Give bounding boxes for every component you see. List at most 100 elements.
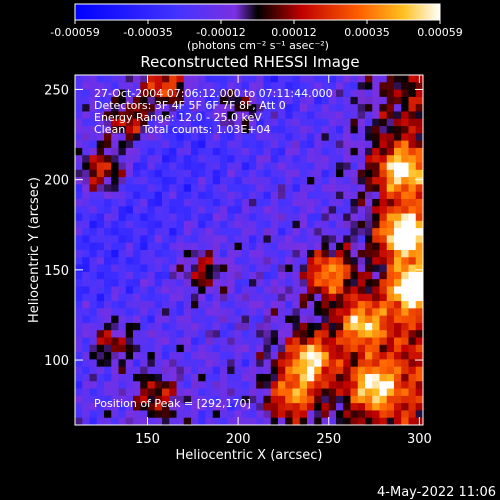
heatmap-cell: [241, 250, 250, 258]
heatmap-cell: [278, 264, 286, 273]
heatmap-cell: [89, 111, 98, 120]
heatmap-cell: [227, 395, 236, 404]
heatmap-cell: [401, 96, 410, 105]
heatmap-cell: [111, 220, 120, 229]
heatmap-cell: [154, 126, 163, 134]
heatmap-cell: [408, 293, 417, 302]
heatmap-cell: [82, 373, 91, 382]
heatmap-cell: [278, 388, 286, 397]
heatmap-cell: [154, 286, 163, 295]
x-tick-label: 300: [407, 432, 432, 447]
heatmap-cell: [212, 286, 221, 295]
heatmap-cell: [125, 177, 134, 185]
heatmap-cell: [241, 169, 250, 178]
heatmap-cell: [82, 337, 91, 346]
heatmap-cell: [321, 381, 330, 390]
heatmap-cell: [191, 75, 199, 83]
heatmap-cell: [256, 184, 265, 193]
heatmap-cell: [176, 308, 185, 317]
heatmap-cell: [278, 155, 286, 164]
heatmap-cell: [256, 220, 265, 229]
heatmap-cell: [162, 417, 170, 425]
heatmap-cell: [89, 417, 98, 425]
heatmap-cell: [379, 228, 388, 237]
heatmap-cell: [321, 366, 330, 375]
heatmap-cell: [140, 271, 149, 280]
heatmap-cell: [191, 301, 199, 309]
heatmap-cell: [285, 118, 294, 127]
heatmap-cell: [169, 177, 178, 185]
heatmap-cell: [415, 293, 423, 302]
heatmap-cell: [104, 293, 112, 302]
heatmap-cell: [408, 366, 417, 375]
heatmap-cell: [191, 293, 199, 302]
heatmap-cell: [234, 162, 243, 171]
heatmap-cell: [234, 308, 243, 317]
heatmap-cell: [162, 381, 170, 390]
heatmap-cell: [140, 344, 149, 353]
heatmap-cell: [336, 82, 344, 91]
heatmap-cell: [111, 330, 120, 339]
heatmap-cell: [372, 220, 381, 229]
heatmap-cell: [75, 104, 83, 113]
heatmap-cell: [82, 301, 91, 309]
heatmap-cell: [401, 264, 410, 273]
heatmap-cell: [314, 359, 323, 368]
heatmap-cell: [147, 322, 156, 331]
heatmap-cell: [198, 337, 207, 346]
annotation-detectors: Detectors: 3F 4F 5F 6F 7F 8F, Att 0: [94, 99, 286, 112]
heatmap-cell: [408, 184, 417, 193]
heatmap-cell: [176, 198, 185, 207]
heatmap-cell: [343, 271, 352, 280]
heatmap-cell: [394, 395, 402, 404]
heatmap-cell: [336, 177, 344, 185]
heatmap-cell: [307, 359, 315, 368]
heatmap-cell: [350, 126, 359, 134]
heatmap-cell: [169, 242, 178, 251]
heatmap-cell: [263, 410, 272, 419]
heatmap-cell: [205, 366, 214, 375]
heatmap-cell: [314, 96, 323, 105]
heatmap-cell: [343, 169, 352, 178]
heatmap-cell: [82, 213, 91, 222]
heatmap-cell: [162, 126, 170, 134]
heatmap-cell: [96, 169, 105, 178]
heatmap-cell: [227, 169, 236, 178]
heatmap-cell: [125, 220, 134, 229]
heatmap-cell: [256, 111, 265, 120]
heatmap-cell: [386, 89, 395, 98]
heatmap-cell: [169, 330, 178, 339]
heatmap-cell: [82, 133, 91, 142]
heatmap-cell: [307, 381, 315, 390]
heatmap-cell: [220, 352, 228, 360]
heatmap-cell: [227, 257, 236, 266]
heatmap-cell: [154, 169, 163, 178]
heatmap-cell: [292, 104, 301, 113]
heatmap-cell: [96, 104, 105, 113]
heatmap-cell: [343, 381, 352, 390]
heatmap-cell: [241, 133, 250, 142]
heatmap-cell: [154, 359, 163, 368]
heatmap-cell: [75, 155, 83, 164]
heatmap-cell: [111, 352, 120, 360]
heatmap-cell: [357, 228, 366, 237]
heatmap-cell: [263, 395, 272, 404]
heatmap-cell: [321, 330, 330, 339]
heatmap-cell: [263, 162, 272, 171]
heatmap-cell: [133, 395, 141, 404]
heatmap-cell: [176, 140, 185, 149]
heatmap-cell: [147, 140, 156, 149]
heatmap-cell: [270, 366, 279, 375]
heatmap-cell: [328, 206, 337, 215]
heatmap-cell: [75, 242, 83, 251]
heatmap-cell: [212, 337, 221, 346]
heatmap-cell: [227, 235, 236, 244]
heatmap-cell: [133, 126, 141, 134]
heatmap-cell: [292, 75, 301, 83]
heatmap-cell: [191, 242, 199, 251]
heatmap-cell: [89, 271, 98, 280]
heatmap-cell: [234, 330, 243, 339]
heatmap-cell: [96, 279, 105, 288]
heatmap-cell: [82, 162, 91, 171]
heatmap-cell: [75, 366, 83, 375]
